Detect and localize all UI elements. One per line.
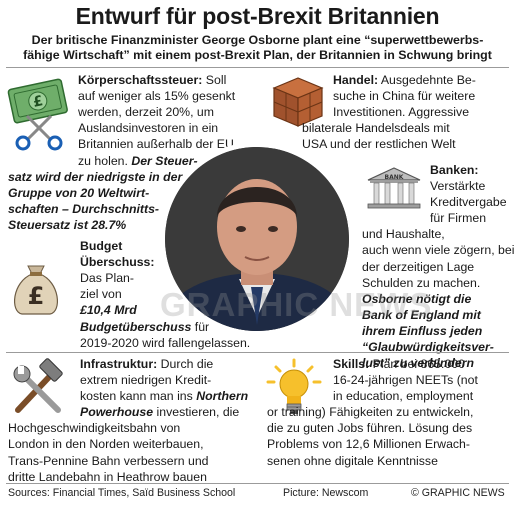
budget-emphasis: Budgetüberschuss [80, 319, 192, 334]
banks-emphasis: ihrem Einfluss jeden [362, 323, 483, 338]
corporate-tax-emphasis: Der Steuer- [131, 153, 198, 168]
budget-heading: Budget [80, 239, 123, 253]
footer-copyright: © GRAPHIC NEWS [411, 487, 505, 499]
budget-text: 2019-2020 wird fallengelassen. [80, 335, 251, 350]
svg-text:£: £ [28, 282, 45, 310]
banks-emphasis: Osborne nötigt die [362, 291, 472, 306]
subtitle-line-1: Der britische Finanzminister George Osbo… [31, 33, 484, 47]
money-bag-icon: £ [14, 265, 58, 315]
lightbulb-icon [266, 358, 322, 414]
infrastructure-text: kosten kann man ins [80, 389, 197, 404]
corporate-tax-emphasis: Steuersatz ist 28.7% [8, 217, 127, 232]
budget-emphasis: £10,4 Mrd [80, 303, 137, 318]
infrastructure-text: extrem niedrigen Kredit- [80, 373, 212, 388]
banks-section: Banken: Verstärkte Kreditvergabe für Fir… [430, 162, 507, 226]
banks-emphasis: lust” zu verhindern [362, 356, 475, 371]
watermark: GRAPHIC NEWS [160, 286, 433, 323]
infrastructure-text: investieren, die [153, 405, 240, 420]
skills-heading: Skills: [333, 357, 370, 371]
infrastructure-section: Infrastruktur: Durch die extrem niedrige… [80, 356, 248, 420]
budget-text: Das Plan- [80, 271, 134, 286]
footer-sources: Sources: Financial Times, Saïd Business … [8, 487, 236, 499]
banks-text: Kreditvergabe [430, 195, 507, 210]
budget-heading: Überschuss: [80, 255, 155, 270]
corporate-tax-text: zu holen. [78, 153, 132, 168]
infrastructure-text: Durch die [157, 357, 214, 371]
svg-text:£: £ [32, 93, 45, 111]
trade-text: USA und der restlichen Welt [302, 137, 456, 152]
budget-text: für [191, 319, 210, 334]
skills-text: Problems von 12,6 Millionen Erwach- [267, 437, 470, 452]
banks-text: für Firmen [430, 211, 487, 226]
banks-text: Schulden zu machen. [362, 275, 481, 290]
banks-heading: Banken: [430, 163, 479, 177]
subtitle-line-2: fähige Wirtschaft” mit einem post-Brexit… [23, 48, 492, 62]
shipping-crate-icon [272, 77, 324, 127]
skills-text: senen ohne digitale Kenntnisse [267, 453, 438, 468]
corporate-tax-emphasis: schaften – Durchschnitts- [8, 201, 160, 216]
skills-section: Skills: Plan bei 865.000 16-24-jährigen … [333, 356, 478, 404]
infrastructure-text: London in den Norden weiterbauen, [8, 437, 204, 452]
banks-emphasis: Bank of England mit [362, 307, 481, 322]
corporate-tax-emphasis: Gruppe von 20 Weltwirt- [8, 185, 150, 200]
hammer-wrench-icon [13, 358, 63, 413]
corporate-tax-text: werden, derzeit 20%, um [78, 105, 215, 120]
budget-section-continued: Budgetüberschuss für 2019-2020 wird fall… [80, 319, 250, 351]
infrastructure-text: dritte Landebahn in Heathrow bauen [8, 469, 207, 484]
banks-text: Verstärkte [430, 179, 486, 194]
infrastructure-heading: Infrastruktur: [80, 357, 158, 371]
trade-section-continued: bilaterale Handelsdeals mit USA und der … [302, 120, 456, 152]
infrastructure-text: Trans-Pennine Bahn verbessern und [8, 453, 209, 468]
banks-emphasis: “Glaubwürdigkeitsver- [362, 340, 494, 355]
corporate-tax-section: Körperschaftssteuer: Soll auf weniger al… [78, 72, 235, 152]
corporate-tax-emphasis: satz wird der niedrigste in der [8, 169, 183, 184]
skills-text: 16-24-jährigen NEETs (not [333, 373, 478, 388]
budget-text: ziel von [80, 287, 122, 302]
trade-text: Ausgedehnte Be- [378, 73, 476, 87]
header-divider [6, 67, 509, 68]
middle-divider [6, 352, 509, 353]
corporate-tax-text: Britannien außerhalb der EU [78, 137, 234, 152]
banks-text: und Haushalte, [362, 227, 445, 242]
infrastructure-emphasis: Powerhouse [80, 405, 154, 420]
skills-section-continued: or training) Fähigkeiten zu entwickeln, … [267, 404, 473, 468]
footer-divider [6, 483, 509, 484]
corporate-tax-text: Soll [202, 73, 227, 87]
portrait-photo [165, 147, 349, 331]
page-title: Entwurf für post-Brexit Britannien [75, 3, 440, 29]
footer-picture-credit: Picture: Newscom [283, 487, 369, 499]
corporate-tax-emphasis-block: satz wird der niedrigste in der Gruppe v… [8, 169, 182, 233]
banknote-scissors-icon: £ [7, 78, 68, 151]
svg-text:BANK: BANK [385, 174, 404, 181]
banks-section-continued: und Haushalte, auch wenn viele zögern, b… [362, 226, 514, 371]
corporate-tax-heading: Körperschaftssteuer: [78, 73, 203, 87]
trade-text: suche in China für weitere [333, 89, 476, 104]
budget-section: Budget Überschuss: Das Plan- ziel von £1… [80, 238, 155, 318]
skills-text: die zu guten Jobs führen. Lösung des [267, 421, 473, 436]
trade-text: Investitionen. Aggressive [333, 105, 470, 120]
corporate-tax-text: Auslandsinvestoren in ein [78, 121, 219, 136]
banks-text: auch wenn viele zögern, bei [362, 243, 515, 258]
infrastructure-text: Hochgeschwindigkeitsbahn von [8, 421, 181, 436]
infrastructure-section-continued: Hochgeschwindigkeitsbahn von London in d… [8, 420, 209, 484]
banks-text: der derzeitigen Lage [362, 259, 475, 274]
skills-text: Plan bei 865.000 [369, 357, 465, 371]
trade-text: bilaterale Handelsdeals mit [302, 121, 450, 136]
skills-text: in education, employment [333, 389, 474, 404]
trade-section: Handel: Ausgedehnte Be- suche in China f… [333, 72, 476, 120]
corporate-tax-continued: zu holen. Der Steuer- [78, 153, 198, 169]
skills-text: or training) Fähigkeiten zu entwickeln, [267, 405, 474, 420]
bank-building-icon: BANK [367, 167, 421, 209]
corporate-tax-text: auf weniger als 15% gesenkt [78, 89, 236, 104]
trade-heading: Handel: [333, 73, 379, 87]
page-subtitle: Der britische Finanzminister George Osbo… [6, 33, 509, 63]
infrastructure-emphasis: Northern [196, 389, 249, 404]
